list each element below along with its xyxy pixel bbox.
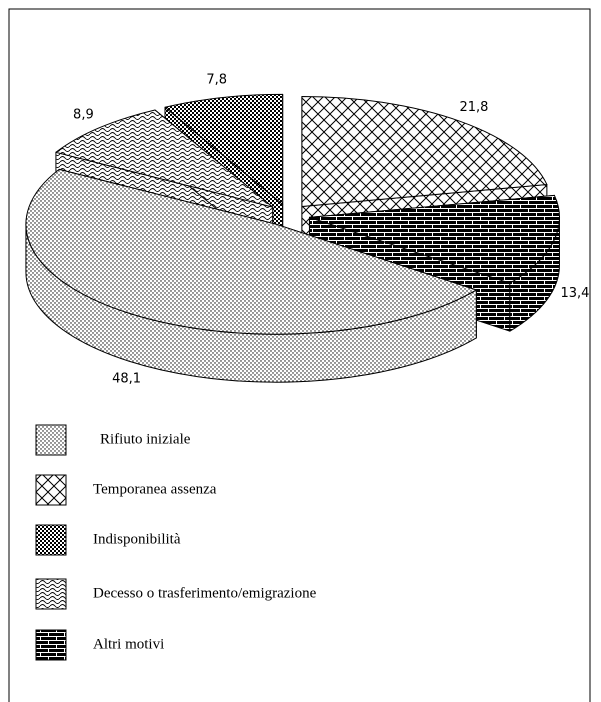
- value-label: 8,9: [73, 108, 94, 123]
- slice: [301, 95, 548, 207]
- frame: [8, 8, 591, 702]
- legend-swatch: [35, 524, 67, 556]
- legend-swatch: [35, 474, 67, 506]
- legend-swatch: [35, 629, 67, 661]
- legend-swatch: [35, 578, 67, 610]
- legend-label: Temporanea assenza: [93, 481, 217, 497]
- legend-label: Altri motivi: [93, 636, 164, 652]
- value-label: 21,8: [459, 100, 488, 115]
- slice: [164, 93, 284, 205]
- slice: [308, 194, 560, 284]
- value-label: 7,8: [206, 73, 227, 88]
- legend-label: Decesso o trasferimento/emigrazione: [93, 585, 317, 601]
- slice: [55, 109, 274, 208]
- value-label: 48,1: [112, 372, 141, 387]
- slice: [25, 168, 477, 335]
- legend-label: Indisponibilità: [93, 531, 181, 547]
- value-label: 13,4: [560, 286, 589, 301]
- legend-label: Rifiuto iniziale: [100, 431, 191, 447]
- legend-swatch: [35, 424, 67, 456]
